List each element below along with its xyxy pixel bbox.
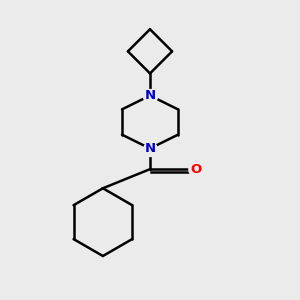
Text: N: N bbox=[144, 142, 156, 155]
Text: N: N bbox=[144, 89, 156, 102]
Text: O: O bbox=[190, 163, 201, 176]
